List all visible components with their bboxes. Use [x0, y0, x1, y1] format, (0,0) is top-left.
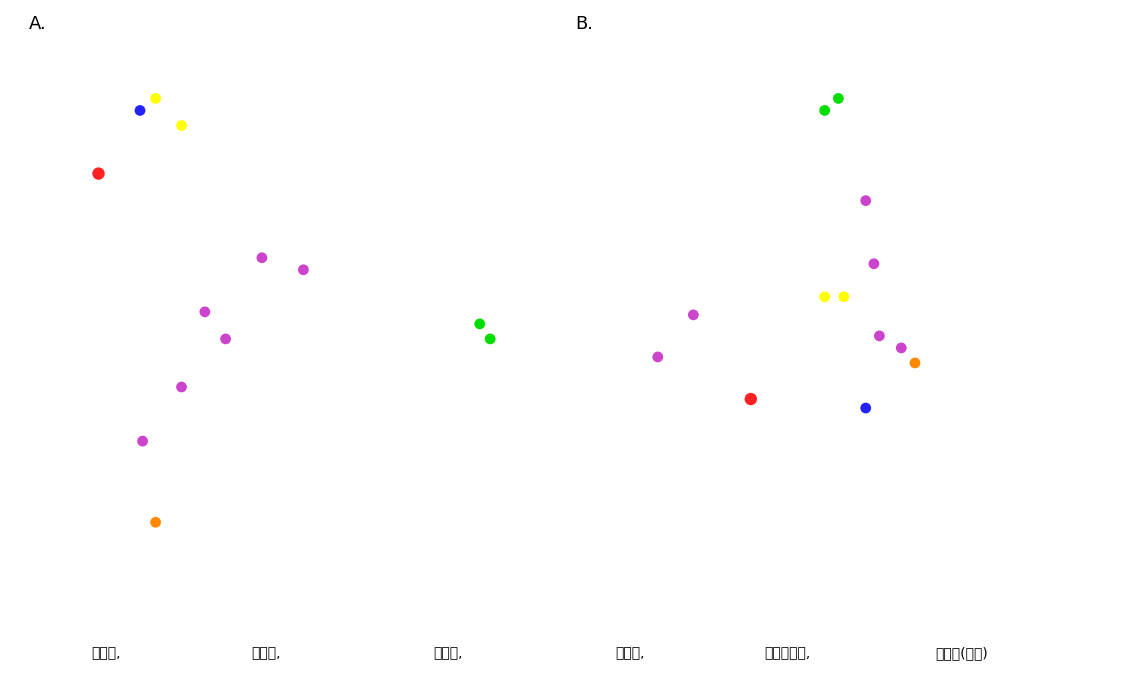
Point [906, 357, 925, 368]
Point [146, 93, 164, 104]
Text: PC2 (28.08 %): PC2 (28.08 %) [1052, 547, 1126, 556]
Point [133, 435, 152, 446]
Text: 양계장: 양계장 [819, 46, 841, 88]
Text: PC1 (49.97 %): PC1 (49.97 %) [447, 561, 521, 571]
Point [146, 517, 164, 528]
Text: PC3 (7.23 %): PC3 (7.23 %) [617, 408, 685, 418]
Point [89, 168, 107, 179]
Text: B.: B. [576, 15, 594, 33]
Point [172, 120, 190, 131]
Point [217, 333, 235, 344]
Point [481, 333, 499, 344]
Text: 퇴비장,: 퇴비장, [433, 646, 463, 660]
Point [294, 264, 312, 275]
Point [870, 330, 888, 341]
Point [815, 105, 833, 116]
Point [865, 258, 884, 269]
Point [684, 310, 702, 321]
Point [829, 93, 847, 104]
Point [471, 319, 489, 330]
Text: 농과원: 농과원 [261, 305, 342, 319]
Text: PC1 (49.97 %): PC1 (49.97 %) [873, 28, 947, 38]
Text: PC3 (7.23 %): PC3 (7.23 %) [59, 596, 128, 607]
Text: PC2 (28.08 %): PC2 (28.08 %) [112, 44, 186, 53]
Text: 농과원(온실): 농과원(온실) [935, 646, 987, 660]
Point [856, 402, 874, 413]
Text: 원예원,: 원예원, [616, 646, 645, 660]
Text: 화력발전소,: 화력발전소, [764, 646, 811, 660]
Point [253, 252, 271, 263]
Point [196, 306, 214, 317]
Text: 양계장,: 양계장, [251, 646, 280, 660]
Point [172, 381, 190, 392]
Point [834, 292, 853, 303]
Text: 농과원 온실: 농과원 온실 [168, 515, 277, 529]
Point [815, 292, 833, 303]
Point [649, 352, 667, 363]
Text: 양계장: 양계장 [474, 350, 496, 409]
Point [742, 393, 760, 404]
Text: 원예원: 원예원 [849, 422, 871, 516]
Text: A.: A. [28, 15, 47, 33]
Point [856, 195, 874, 206]
Point [131, 105, 149, 116]
Text: 보령: 보령 [683, 408, 742, 471]
Point [893, 342, 911, 353]
Text: 퇴비장: 퇴비장 [1052, 335, 1074, 348]
Text: 농과원,: 농과원, [91, 646, 121, 660]
